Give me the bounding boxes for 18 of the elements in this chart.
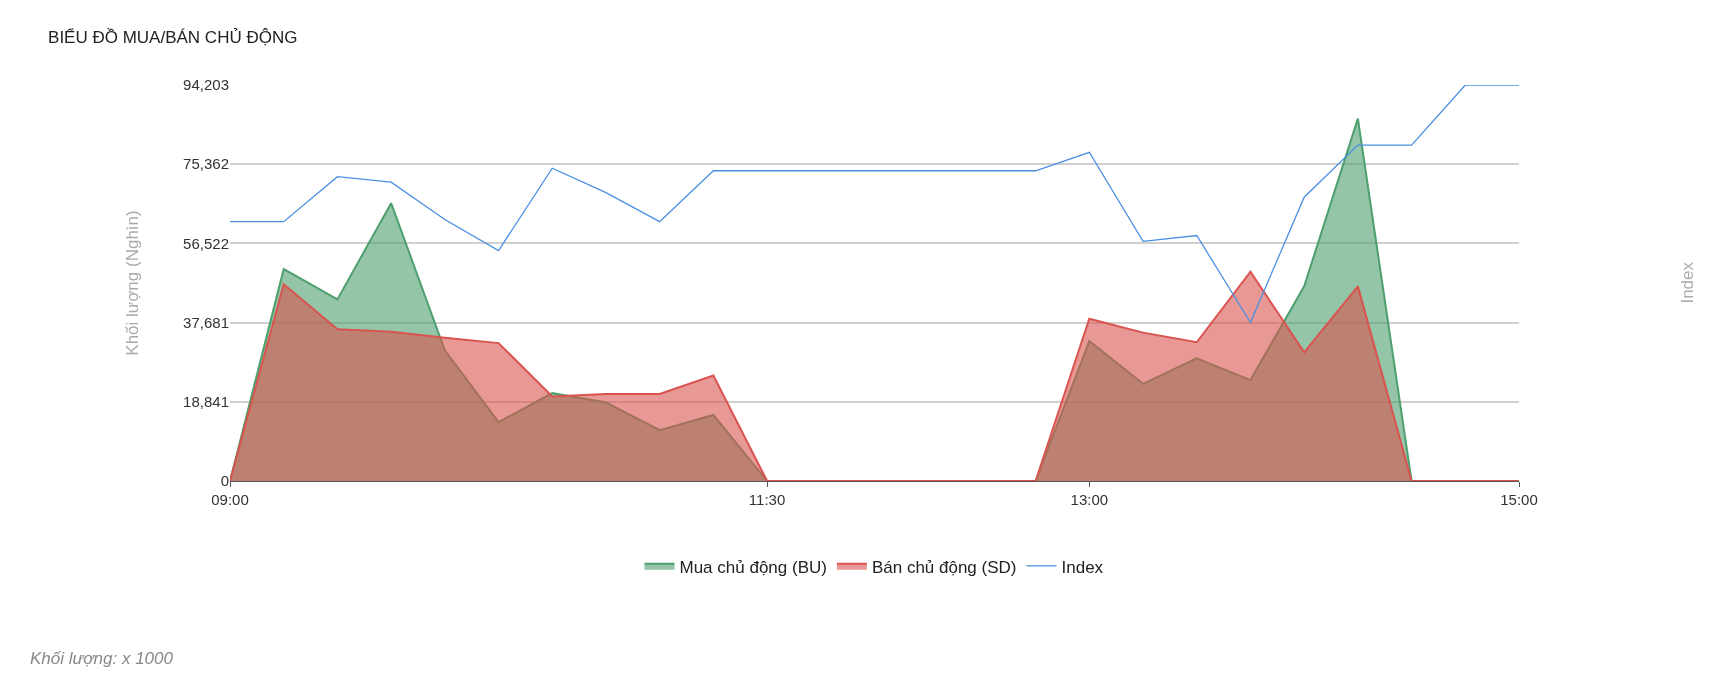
x-tick-label: 09:00: [211, 491, 249, 508]
y-tick-label: 0: [220, 472, 229, 490]
legend-label: Index: [1061, 557, 1104, 577]
y-tick-label: 37,681: [183, 313, 229, 331]
legend-label: Bán chủ động (SD): [871, 557, 1017, 577]
y-tick-label: 56,522: [183, 234, 229, 252]
chart-title: BIỂU ĐỒ MUA/BÁN CHỦ ĐỘNG: [48, 27, 298, 47]
x-tick-label: 11:30: [748, 491, 786, 508]
line-series: [230, 85, 1519, 324]
y-tick-label: 75,362: [183, 155, 229, 173]
y-tick-label: 94,203: [183, 76, 229, 94]
text: Index: [1677, 261, 1697, 304]
y-axis-title: Khối lượng (Nghìn): [122, 210, 142, 356]
x-tick-label: 13:00: [1070, 491, 1109, 508]
x-tick-label: 15:00: [1500, 491, 1538, 508]
legend-label: Mua chủ động (BU): [679, 557, 827, 577]
text: Khối lượng: x 1000: [30, 649, 174, 668]
y-tick-label: 18,841: [183, 393, 229, 411]
